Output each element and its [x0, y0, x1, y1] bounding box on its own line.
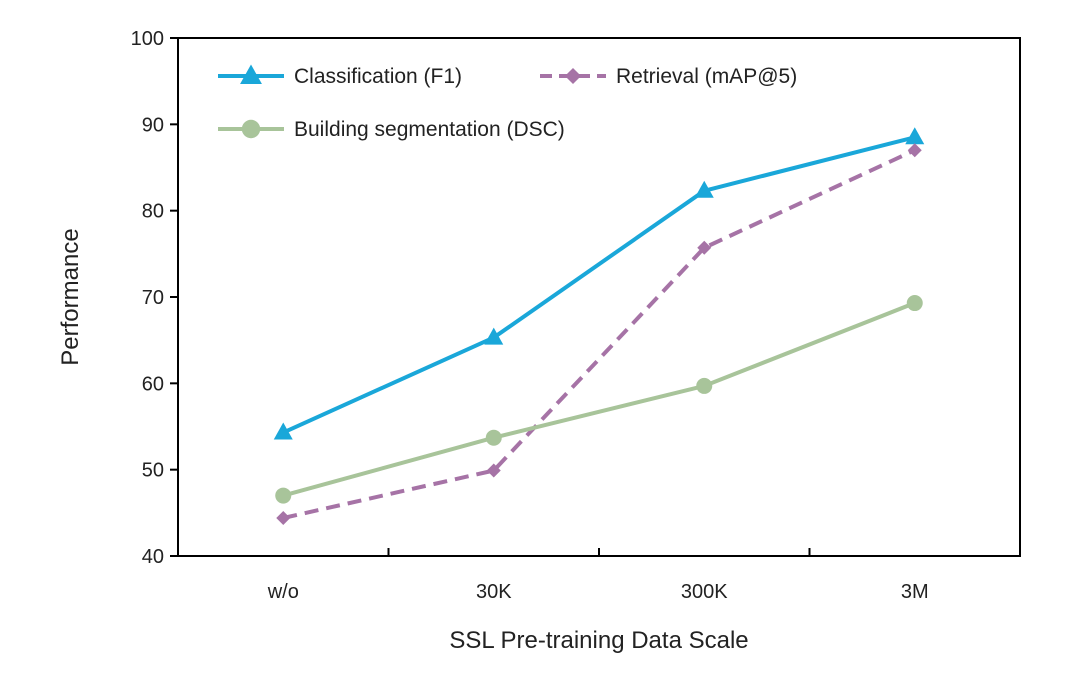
legend-label: Building segmentation (DSC)	[294, 118, 565, 141]
plot-area-frame	[177, 37, 1021, 557]
legend-item-retrieval-map-5: Retrieval (mAP@5)	[540, 65, 797, 88]
legend-label: Classification (F1)	[294, 65, 462, 88]
y-tick-label: 50	[142, 460, 164, 482]
x-tick-label: 30K	[476, 581, 512, 603]
data-point	[697, 240, 712, 255]
series-classification-f1	[273, 127, 925, 440]
data-point	[275, 487, 292, 504]
y-tick-label: 40	[142, 546, 164, 568]
series-building-segmentation-dsc	[275, 295, 923, 504]
series-line	[282, 301, 916, 498]
series-line	[282, 148, 916, 520]
y-tick-label: 100	[131, 28, 164, 50]
series-retrieval-map-5	[276, 143, 922, 526]
legend-label: Retrieval (mAP@5)	[616, 65, 797, 88]
data-point	[906, 295, 923, 312]
legend-marker	[240, 64, 262, 85]
legend: Classification (F1) Retrieval (mAP@5) Buil…	[218, 64, 797, 141]
x-axis: w/o 30K 300K 3M	[267, 548, 929, 603]
data-point	[273, 422, 293, 440]
x-axis-title: SSL Pre-training Data Scale	[449, 627, 748, 654]
data-point	[907, 143, 922, 158]
data-point	[905, 127, 925, 145]
data-point	[485, 429, 502, 446]
x-tick-label: 300K	[681, 581, 728, 603]
data-point	[696, 377, 713, 394]
legend-item-classification-f1: Classification (F1)	[218, 64, 462, 88]
legend-item-building-segmentation-dsc: Building segmentation (DSC)	[218, 118, 565, 141]
y-axis: 40 50 60 70 80 90 100	[131, 28, 178, 568]
y-tick-label: 90	[142, 114, 164, 136]
y-axis-title: Performance	[57, 228, 84, 365]
x-tick-label: w/o	[267, 581, 299, 603]
y-tick-label: 80	[142, 201, 164, 223]
y-tick-label: 60	[142, 373, 164, 395]
data-point	[486, 463, 501, 478]
legend-marker	[564, 67, 582, 85]
x-tick-label: 3M	[901, 581, 929, 603]
legend-marker	[241, 119, 261, 139]
y-tick-label: 70	[142, 287, 164, 309]
data-point	[484, 327, 504, 345]
series-layer	[273, 127, 925, 526]
series-line	[282, 135, 916, 435]
data-point	[694, 180, 714, 198]
data-point	[276, 511, 291, 526]
